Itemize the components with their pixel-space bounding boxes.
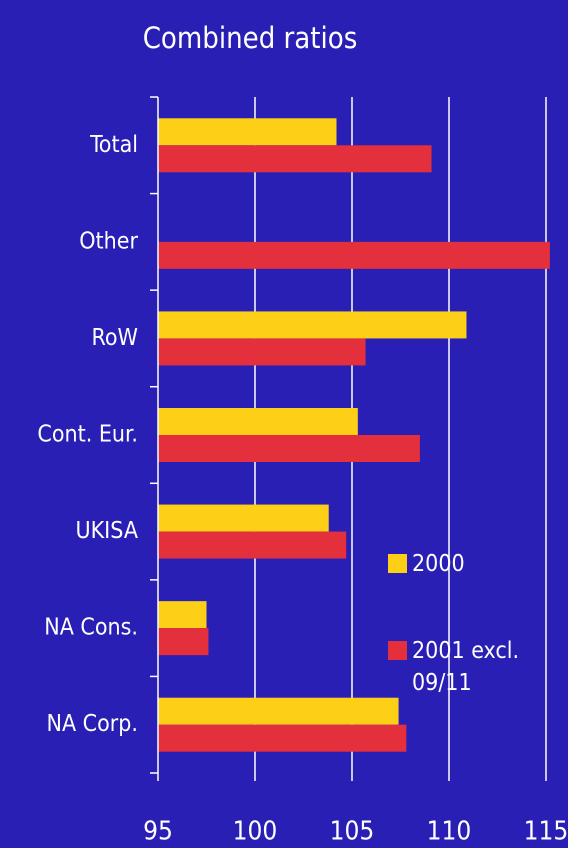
- y-tick-label: NA Cons.: [44, 615, 138, 641]
- bar: [158, 408, 358, 435]
- bar: [158, 435, 420, 462]
- x-tick-label: 95: [143, 817, 173, 847]
- bar: [158, 311, 467, 339]
- bar: [158, 531, 347, 559]
- chart-title: Combined ratios: [143, 21, 358, 55]
- y-tick-label: UKISA: [75, 518, 138, 544]
- bar: [158, 118, 337, 146]
- bar: [158, 724, 407, 752]
- x-tick-label: 115: [524, 817, 568, 847]
- bar: [158, 145, 432, 173]
- legend-label: 2000: [412, 551, 465, 577]
- legend-label: 2001 excl. 09/11: [412, 638, 520, 696]
- bar: [158, 601, 207, 629]
- bar: [158, 338, 366, 366]
- y-tick-label: Total: [89, 132, 138, 158]
- y-tick-label: NA Corp.: [46, 711, 138, 737]
- legend-swatch: [388, 641, 407, 660]
- y-tick-label: Other: [79, 228, 138, 254]
- bar: [158, 697, 399, 725]
- bar: [158, 241, 550, 269]
- x-tick-label: 105: [330, 817, 375, 847]
- bar: [158, 628, 209, 656]
- bar: [158, 504, 329, 532]
- x-tick-label: 110: [427, 817, 472, 847]
- y-tick-label: RoW: [92, 325, 138, 351]
- x-tick-label: 100: [233, 817, 278, 847]
- legend-swatch: [388, 554, 407, 573]
- y-tick-label: Cont. Eur.: [37, 422, 138, 448]
